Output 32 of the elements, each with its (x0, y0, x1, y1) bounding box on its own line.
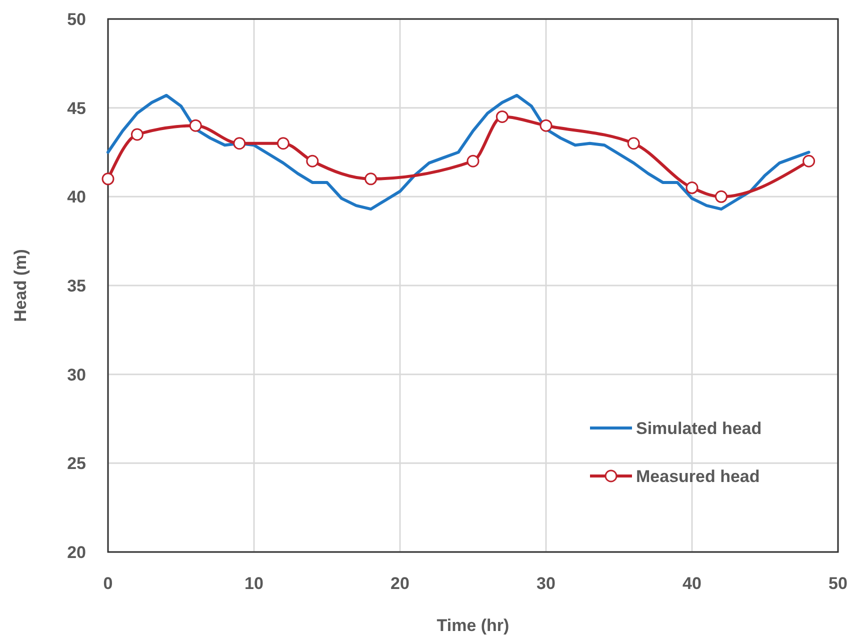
x-tick-label: 30 (536, 574, 556, 593)
y-tick-label: 35 (67, 276, 86, 296)
line-series (106, 94, 810, 211)
point (233, 137, 246, 150)
point (802, 154, 816, 168)
y-axis-title: Head (m) (11, 249, 30, 322)
point (686, 182, 698, 194)
y-tick-label: 30 (67, 365, 86, 384)
point (102, 172, 114, 186)
x-tick-label: 40 (682, 574, 702, 593)
point (306, 154, 319, 168)
point (276, 137, 290, 150)
x-tick-label: 0 (103, 574, 113, 593)
y-tick-label: 20 (67, 543, 86, 562)
x-tick-label: 50 (828, 574, 848, 593)
x-axis-title: Time (hr) (436, 616, 510, 635)
x-tick-label: 10 (244, 574, 264, 593)
legend-label: Measured head (636, 467, 760, 486)
point (189, 119, 202, 132)
legend-label: Simulated head (636, 419, 762, 438)
x-tick-label: 20 (390, 574, 410, 593)
point (130, 128, 144, 141)
y-tick-label: 50 (67, 10, 86, 29)
point (466, 154, 480, 168)
point (496, 110, 508, 123)
y-tick-label: 40 (67, 188, 86, 207)
y-tick-label: 25 (67, 454, 86, 474)
point (364, 172, 378, 186)
point (714, 190, 728, 203)
point (540, 119, 552, 132)
point (627, 137, 640, 150)
y-tick-label: 45 (67, 98, 86, 118)
